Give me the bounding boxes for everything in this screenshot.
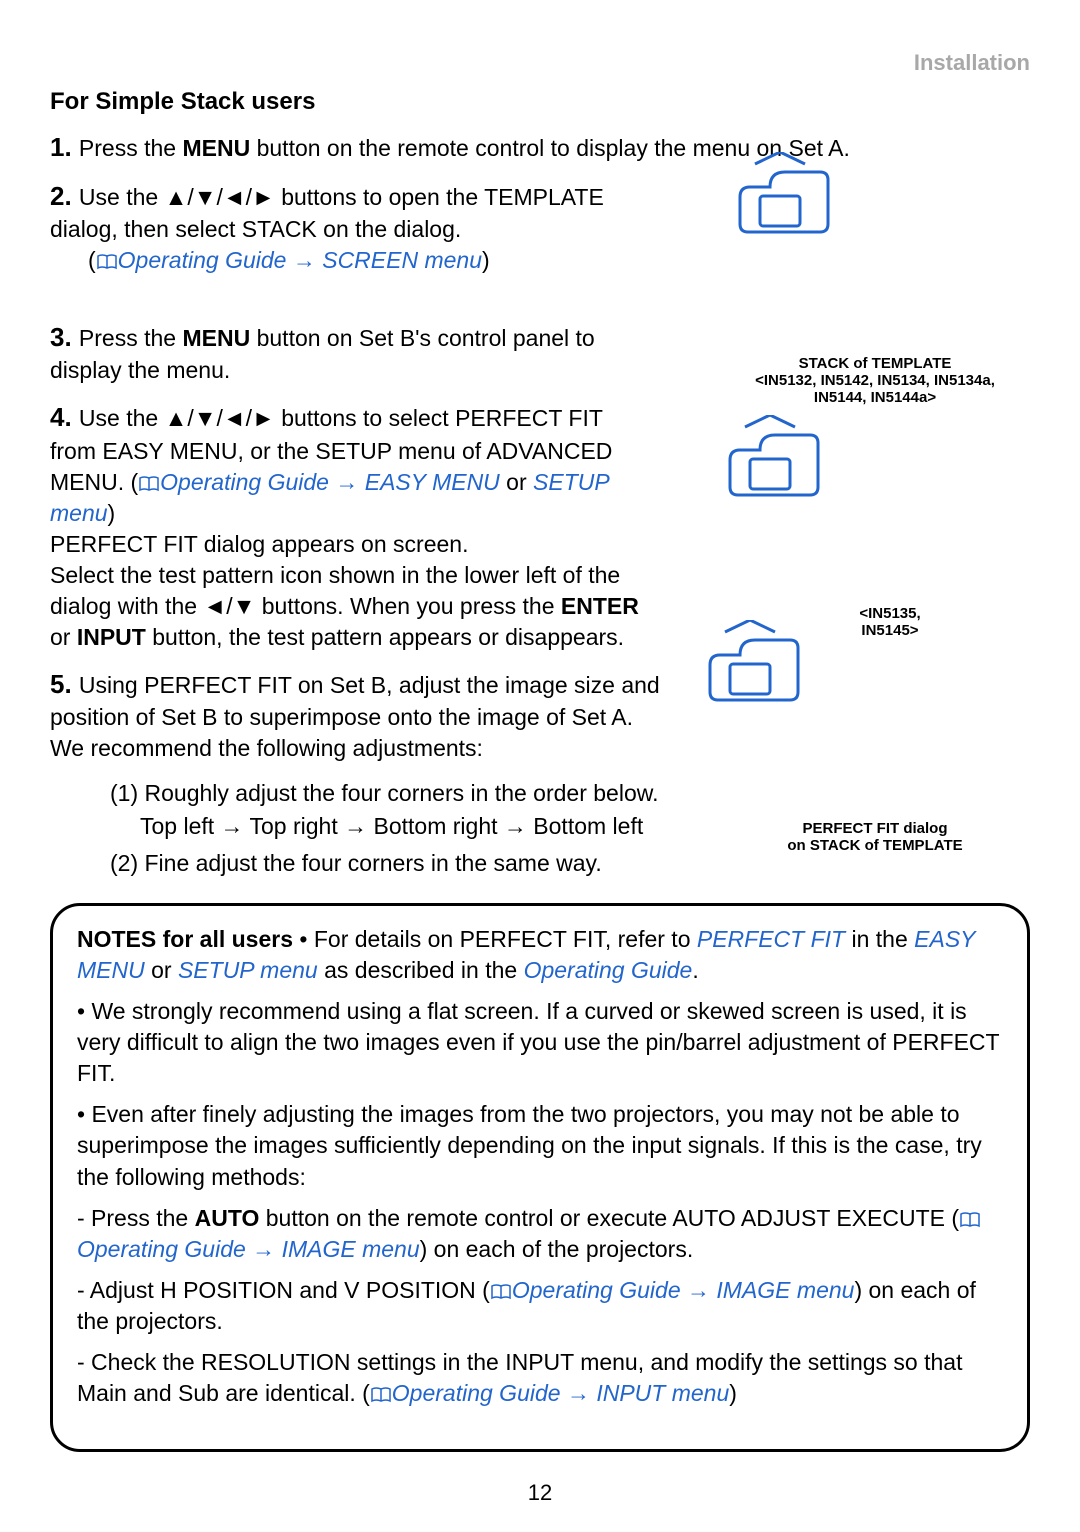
link-easy-menu[interactable]: EASY MENU xyxy=(365,469,500,495)
arrow: → xyxy=(286,247,322,273)
link-image-menu-2[interactable]: IMAGE menu xyxy=(716,1277,854,1303)
s2a: Use the ▲/▼/◄/► buttons to open the TEMP… xyxy=(50,184,604,242)
step-2: 2. Use the ▲/▼/◄/► buttons to open the T… xyxy=(50,179,640,276)
s4or: or xyxy=(500,469,533,495)
step-4: 4. Use the ▲/▼/◄/► buttons to select PER… xyxy=(50,400,640,652)
p1e: . xyxy=(692,957,698,983)
cap1b: <IN5132, IN5142, IN5134, IN5134a, IN5144… xyxy=(730,372,1020,406)
step-num-1: 1. xyxy=(50,132,79,162)
book-icon xyxy=(138,476,160,492)
step-num-4: 4. xyxy=(50,402,79,432)
projector-illus-3 xyxy=(670,620,830,715)
b2a: - Adjust H POSITION and V POSITION ( xyxy=(77,1277,490,1303)
projector-illus-1 xyxy=(700,152,860,247)
cap3a: PERFECT FIT dialog xyxy=(750,820,1000,837)
link-og[interactable]: Operating Guide xyxy=(160,469,329,495)
b3c: ) xyxy=(729,1380,737,1406)
section-header: Installation xyxy=(50,50,1030,76)
book-icon xyxy=(96,254,118,270)
caption-1: STACK of TEMPLATE <IN5132, IN5142, IN513… xyxy=(730,355,1020,406)
link-setup-menu-2[interactable]: SETUP menu xyxy=(178,957,318,983)
s5a: Using PERFECT FIT on Set B, adjust the i… xyxy=(50,672,660,761)
caption-3: PERFECT FIT dialog on STACK of TEMPLATE xyxy=(750,820,1000,854)
menu-word: MENU xyxy=(182,135,250,161)
s4c2: or xyxy=(50,624,77,650)
link-og-5[interactable]: Operating Guide xyxy=(392,1380,561,1406)
cap3b: on STACK of TEMPLATE xyxy=(750,837,1000,854)
menu-word-3: MENU xyxy=(182,325,250,351)
b1c: ) on each of the projectors. xyxy=(420,1236,694,1262)
p1d: as described in the xyxy=(318,957,524,983)
p3: • Even after finely adjusting the images… xyxy=(77,1099,1003,1192)
step-num-5: 5. xyxy=(50,669,79,699)
notes-box: NOTES for all users • For details on PER… xyxy=(50,903,1030,1452)
link-input-menu[interactable]: INPUT menu xyxy=(596,1380,729,1406)
auto-word: AUTO xyxy=(195,1205,260,1231)
projector-illus-2 xyxy=(690,415,850,510)
p1b: in the xyxy=(845,926,914,952)
arrow: → xyxy=(681,1277,717,1303)
notes-lead: NOTES for all users xyxy=(77,926,293,952)
book-icon xyxy=(490,1284,512,1300)
s5-1: (1) Roughly adjust the four corners in t… xyxy=(50,778,1030,809)
link-og-4[interactable]: Operating Guide xyxy=(512,1277,681,1303)
link-operating-guide[interactable]: Operating Guide xyxy=(118,247,287,273)
page-title: For Simple Stack users xyxy=(50,88,1030,116)
arrow: → xyxy=(246,1236,282,1262)
link-image-menu[interactable]: IMAGE menu xyxy=(282,1236,420,1262)
p1a: • For details on PERFECT FIT, refer to xyxy=(293,926,697,952)
s1a: Press the xyxy=(79,135,183,161)
b1b: button on the remote control or execute … xyxy=(259,1205,959,1231)
cap1a: STACK of TEMPLATE xyxy=(730,355,1020,372)
caption-2: <IN5135, IN5145> xyxy=(830,605,950,639)
s3: Press the xyxy=(79,325,183,351)
p2: • We strongly recommend using a flat scr… xyxy=(77,996,1003,1089)
s4c3: button, the test pattern appears or disa… xyxy=(146,624,624,650)
arrow: → xyxy=(329,469,365,495)
step-num-3: 3. xyxy=(50,322,79,352)
step-num-2: 2. xyxy=(50,181,79,211)
s4c: Select the test pattern icon shown in th… xyxy=(50,562,620,619)
link-screen-menu[interactable]: SCREEN menu xyxy=(322,247,482,273)
enter-word: ENTER xyxy=(561,593,639,619)
s4b: PERFECT FIT dialog appears on screen. xyxy=(50,531,468,557)
link-og-3[interactable]: Operating Guide xyxy=(77,1236,246,1262)
link-perfect-fit[interactable]: PERFECT FIT xyxy=(697,926,845,952)
p1c: or xyxy=(145,957,178,983)
link-og-2[interactable]: Operating Guide xyxy=(524,957,693,983)
arrow: → xyxy=(561,1380,597,1406)
step-5: 5. Using PERFECT FIT on Set B, adjust th… xyxy=(50,667,670,764)
book-icon xyxy=(370,1387,392,1403)
book-icon xyxy=(959,1212,981,1228)
page-number: 12 xyxy=(0,1480,1080,1506)
step-1: 1. Press the MENU button on the remote c… xyxy=(50,130,1030,165)
step-3: 3. Press the MENU button on Set B's cont… xyxy=(50,320,640,386)
input-word: INPUT xyxy=(77,624,146,650)
b1a: - Press the xyxy=(77,1205,195,1231)
